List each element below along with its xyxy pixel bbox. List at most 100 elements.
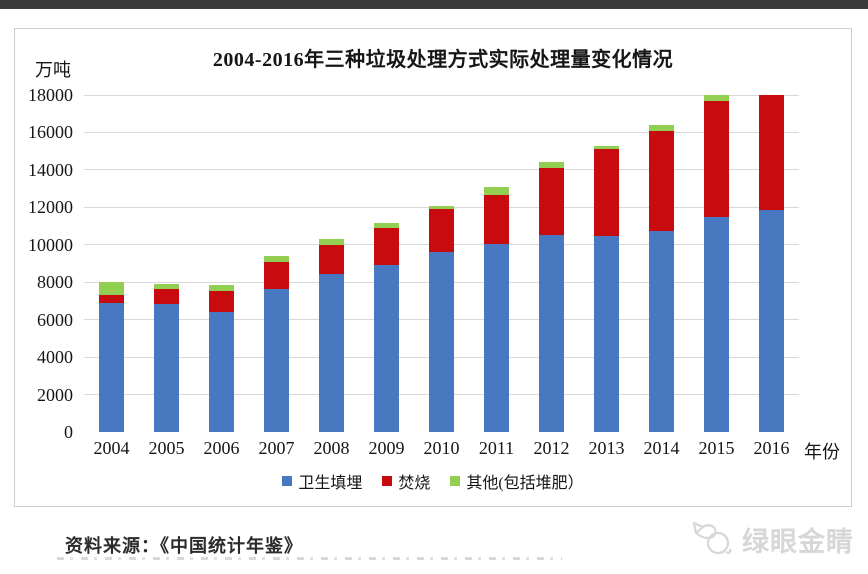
legend-item-landfill: 卫生填埋 [282, 469, 362, 493]
x-tick-label-2009: 2009 [368, 438, 405, 458]
bar-2009-segment-landfill [374, 265, 399, 432]
bar-2013-segment-incineration [594, 148, 619, 236]
bar-2006 [209, 285, 234, 432]
bar-2012-segment-incineration [539, 168, 564, 236]
x-tick-label-2006: 2006 [203, 438, 240, 458]
bar-2006-segment-incineration [209, 290, 234, 313]
bar-2007 [264, 255, 289, 432]
bar-2004 [99, 282, 124, 432]
gridline-16000 [84, 131, 799, 133]
bar-2014 [649, 124, 674, 432]
x-tick-label-2016: 2016 [753, 438, 790, 458]
bar-2010-segment-other-composting [429, 205, 454, 209]
x-tick-label-2007: 2007 [258, 438, 295, 458]
y-tick-label-16000: 16000 [28, 122, 73, 143]
y-tick-label-4000: 4000 [37, 347, 73, 368]
cat-logo-icon [692, 521, 732, 555]
bar-2014-segment-other-composting [649, 124, 674, 132]
x-tick-label-2008: 2008 [313, 438, 350, 458]
bar-2004-segment-landfill [99, 303, 124, 432]
bar-2012-segment-other-composting [539, 161, 564, 169]
bar-2007-segment-other-composting [264, 255, 289, 263]
legend-label-incineration: 焚烧 [398, 475, 431, 492]
bar-2004-segment-other-composting [99, 282, 124, 295]
y-tick-label-8000: 8000 [37, 272, 73, 293]
bar-2016-segment-incineration [759, 95, 784, 210]
y-tick-label-12000: 12000 [28, 197, 73, 218]
x-tick-label-2014: 2014 [643, 438, 680, 458]
bar-2007-segment-incineration [264, 262, 289, 290]
bar-2008-segment-incineration [319, 244, 344, 275]
bar-2013-segment-landfill [594, 235, 619, 432]
bar-2011 [484, 186, 509, 432]
chart-legend: 卫生填埋 焚烧 其他(包括堆肥） [15, 470, 851, 492]
bar-2008-segment-landfill [319, 274, 344, 432]
top-border-strip [0, 0, 868, 9]
bar-2016 [759, 95, 784, 432]
y-axis-unit-label: 万吨 [35, 60, 71, 80]
bar-2009 [374, 222, 399, 432]
legend-swatch-incineration [382, 476, 393, 486]
bar-2015-segment-other-composting [704, 95, 729, 102]
bar-2008 [319, 239, 344, 432]
bar-2005-segment-incineration [154, 288, 179, 304]
data-source-note: 资料来源：《中国统计年鉴》 [65, 536, 303, 556]
bar-2012-segment-landfill [539, 235, 564, 432]
plot-area [84, 95, 799, 432]
bar-2007-segment-landfill [264, 289, 289, 432]
x-tick-label-2004: 2004 [93, 438, 130, 458]
legend-swatch-landfill [282, 476, 293, 486]
bar-2010 [429, 205, 454, 432]
bar-2005-segment-other-composting [154, 284, 179, 289]
bar-2013 [594, 145, 619, 433]
bar-2015-segment-incineration [704, 101, 729, 218]
bar-2016-segment-landfill [759, 209, 784, 432]
gridline-14000 [84, 169, 799, 171]
bar-2006-segment-other-composting [209, 285, 234, 291]
y-tick-label-18000: 18000 [28, 85, 73, 105]
bar-2006-segment-landfill [209, 312, 234, 432]
x-axis-title: 年份 [804, 442, 840, 462]
y-axis-tick-labels: 0 2000 4000 6000 8000 10000 12000 14000 16000 180… [15, 86, 75, 441]
legend-item-incineration: 焚烧 [382, 469, 430, 493]
bar-2011-segment-landfill [484, 243, 509, 432]
bar-2009-segment-other-composting [374, 222, 399, 228]
x-tick-label-2013: 2013 [588, 438, 625, 458]
bar-2011-segment-incineration [484, 194, 509, 244]
bar-2010-segment-landfill [429, 252, 454, 432]
x-tick-label-2012: 2012 [533, 438, 570, 458]
bar-2008-segment-other-composting [319, 239, 344, 245]
bar-2004-segment-incineration [99, 294, 124, 304]
legend-label-other-composting: 其他(包括堆肥） [466, 475, 584, 492]
gridline-18000 [84, 95, 799, 96]
x-tick-label-2011: 2011 [478, 438, 515, 458]
watermark-text: 绿眼金睛 [742, 526, 854, 557]
bar-2011-segment-other-composting [484, 186, 509, 195]
legend-item-other-composting: 其他(包括堆肥） [450, 469, 584, 493]
bar-2010-segment-incineration [429, 208, 454, 253]
bar-2015-segment-landfill [704, 217, 729, 432]
bar-2015 [704, 95, 729, 432]
bar-2005 [154, 284, 179, 432]
chart-title: 2004-2016年三种垃圾处理方式实际处理量变化情况 [212, 49, 674, 71]
legend-label-landfill: 卫生填埋 [298, 475, 363, 492]
bar-2012 [539, 161, 564, 432]
bar-2014-segment-landfill [649, 230, 674, 432]
bar-2009-segment-incineration [374, 227, 399, 266]
y-tick-label-10000: 10000 [28, 234, 73, 255]
y-tick-label-0: 0 [64, 422, 73, 442]
bar-2005-segment-landfill [154, 303, 179, 432]
bar-2013-segment-other-composting [594, 145, 619, 149]
y-tick-label-2000: 2000 [37, 384, 73, 405]
x-tick-label-2005: 2005 [148, 438, 185, 458]
legend-swatch-other-composting [450, 476, 461, 486]
bar-2014-segment-incineration [649, 131, 674, 231]
watermark: 绿眼金睛 [690, 519, 854, 559]
y-tick-label-14000: 14000 [28, 159, 73, 180]
x-axis-tick-labels: 2004 2005 2006 2007 2008 2009 2010 2011 2012 2013… [84, 438, 799, 460]
cropped-text-remnant [57, 557, 562, 560]
x-tick-label-2015: 2015 [698, 438, 735, 458]
x-tick-label-2010: 2010 [423, 438, 460, 458]
y-tick-label-6000: 6000 [37, 309, 73, 330]
chart-frame: 2004-2016年三种垃圾处理方式实际处理量变化情况 万吨 0 2000 4000… [14, 28, 852, 507]
